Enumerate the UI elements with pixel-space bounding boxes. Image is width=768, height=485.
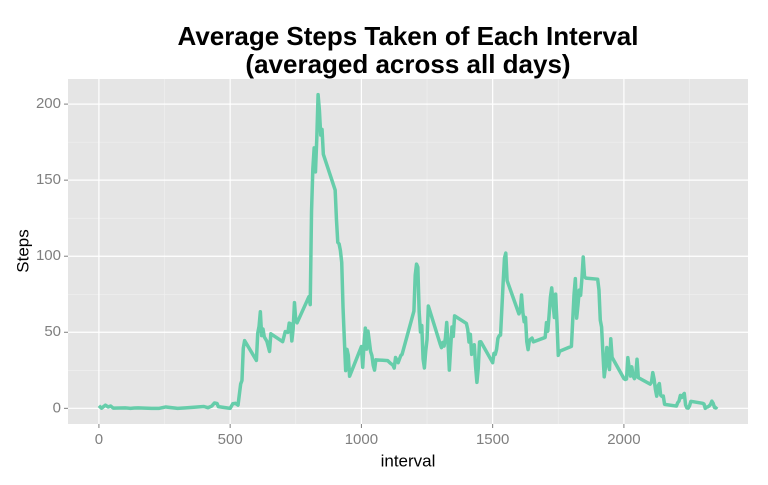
x-tick-label: 2000 xyxy=(607,431,640,448)
y-tick-label: 200 xyxy=(36,95,61,112)
x-tick-label: 1500 xyxy=(476,431,509,448)
chart-title: Average Steps Taken of Each Interval xyxy=(178,21,639,51)
y-tick-label: 150 xyxy=(36,171,61,188)
x-axis-label: interval xyxy=(381,451,436,470)
x-tick-label: 1000 xyxy=(345,431,378,448)
chart-title: (averaged across all days) xyxy=(245,49,570,79)
x-tick-label: 500 xyxy=(218,431,243,448)
y-tick-label: 0 xyxy=(53,399,61,416)
y-tick-label: 50 xyxy=(44,323,61,340)
y-tick-label: 100 xyxy=(36,247,61,264)
data-line xyxy=(97,92,719,411)
plot-panel xyxy=(68,79,748,424)
x-tick-label: 0 xyxy=(95,431,103,448)
y-axis-label: Steps xyxy=(13,229,32,272)
